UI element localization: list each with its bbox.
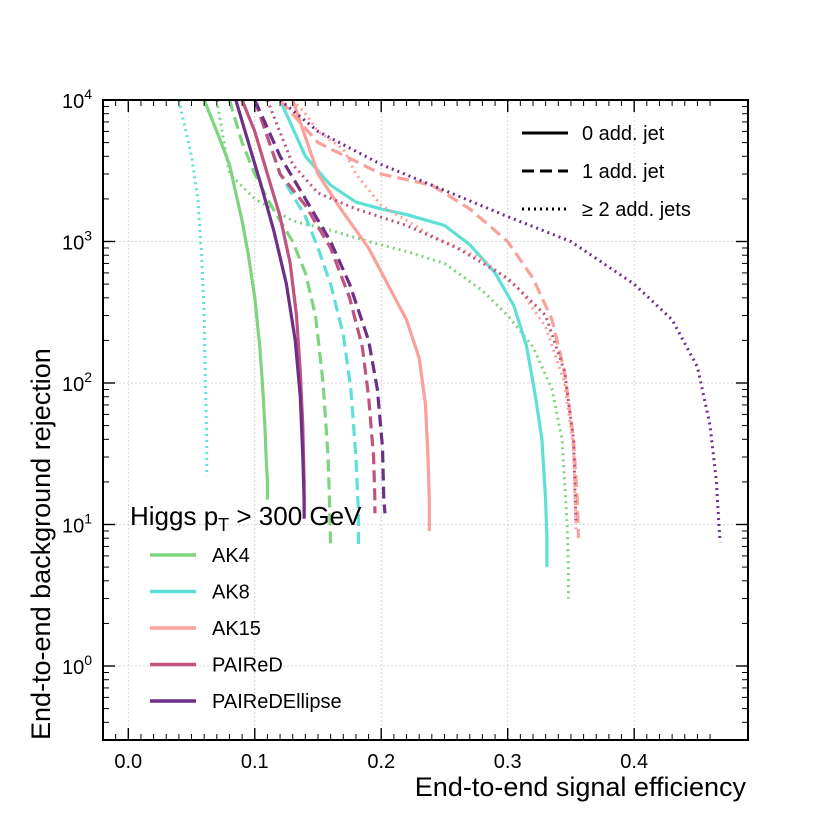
style-legend-label: ≥ 2 add. jets	[582, 199, 691, 221]
y-tick-exponent: 1	[84, 511, 92, 527]
series-group	[177, 100, 722, 599]
series-line-ak4-dashed	[227, 100, 333, 547]
y-tick-label: 103	[62, 228, 92, 255]
legend-label: PAIReDEllipse	[212, 691, 342, 713]
x-tick-label: 0.4	[620, 751, 648, 773]
x-tick-label: 0.3	[494, 751, 522, 773]
legend-title: Higgs pT > 300 GeV	[130, 501, 362, 535]
plot-frame	[102, 99, 749, 741]
legend-title-rest: > 300 GeV	[229, 501, 362, 531]
series-line-pairedellipse-dashed	[253, 100, 387, 514]
legend-label: AK8	[212, 582, 250, 604]
color-legend: Higgs pT > 300 GeV AK4 AK8 AK15 PAIReD PAIReD…	[130, 501, 362, 713]
x-tick-label: 0.0	[114, 751, 142, 773]
series-line-ak15-dashed	[278, 100, 581, 539]
y-tick-base: 10	[62, 516, 84, 538]
series-line-ak8-dashed	[253, 100, 361, 547]
series-line-ak8-dotted	[177, 100, 209, 477]
ticks	[102, 99, 748, 741]
legend-title-main: Higgs p	[130, 501, 218, 531]
style-legend-label: 1 add. jet	[582, 161, 665, 183]
y-tick-base: 10	[62, 657, 84, 679]
legend-label: PAIReD	[212, 655, 283, 677]
series-line-paired-dotted	[266, 100, 578, 525]
y-tick-base: 10	[62, 374, 84, 396]
y-tick-label: 102	[62, 369, 92, 396]
legend-label: AK4	[212, 545, 250, 567]
y-tick-label: 104	[62, 86, 92, 113]
series-line-ak8-solid	[278, 100, 549, 568]
series-line-ak4-solid	[202, 100, 269, 500]
legend-title-subscript: T	[218, 515, 229, 535]
grid	[103, 100, 748, 740]
series-line-paired-dashed	[253, 100, 377, 514]
y-tick-label: 100	[62, 652, 92, 679]
style-legend-label: 0 add. jet	[582, 123, 665, 145]
x-tick-label: 0.2	[367, 751, 395, 773]
style-legend: 0 add. jet 1 add. jet ≥ 2 add. jets	[522, 123, 691, 221]
x-tick-label: 0.1	[241, 751, 269, 773]
y-tick-exponent: 2	[84, 369, 92, 385]
series-line-ak4-dotted	[215, 100, 570, 599]
y-tick-exponent: 0	[84, 652, 92, 668]
y-axis-title: End-to-end background rejection	[26, 348, 56, 740]
y-tick-base: 10	[62, 233, 84, 255]
y-tick-label: 101	[62, 511, 92, 538]
y-tick-base: 10	[62, 91, 84, 113]
y-tick-exponent: 4	[84, 86, 92, 102]
series-line-pairedellipse-solid	[234, 100, 306, 519]
series-line-ak15-solid	[291, 100, 431, 531]
y-tick-exponent: 3	[84, 228, 92, 244]
legend-label: AK15	[212, 618, 261, 640]
series-line-ak15-dotted	[291, 100, 578, 532]
x-axis-title: End-to-end signal efficiency	[415, 772, 747, 802]
series-line-pairedellipse-dotted	[279, 100, 722, 543]
